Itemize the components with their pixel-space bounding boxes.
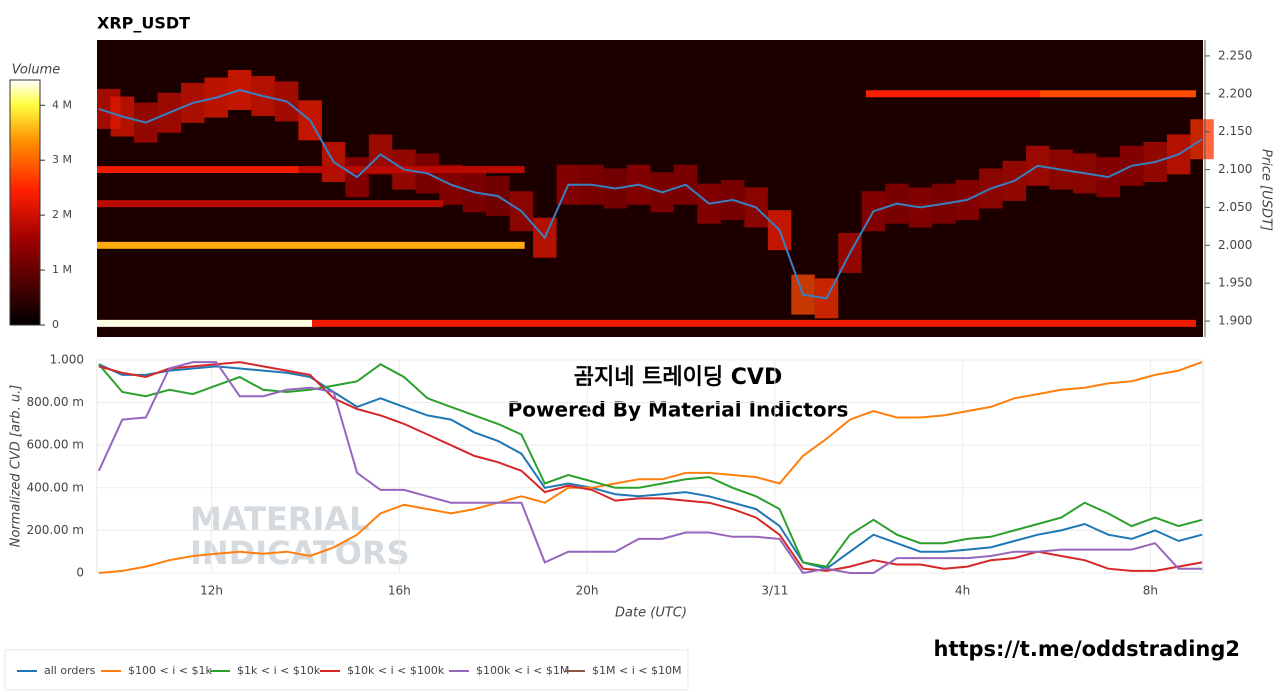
y-tick-label: 2.000	[1218, 238, 1252, 252]
liquidity-band	[865, 90, 1040, 98]
y-tick-label: 600.00 m	[27, 438, 85, 452]
colorbar-tick-label: 2 M	[52, 208, 72, 221]
cvd-plot-frame	[96, 359, 1204, 574]
x-tick-label: 16h	[388, 584, 411, 598]
chart-title: XRP_USDT	[97, 14, 190, 33]
cvd-line	[97, 361, 1203, 575]
colorbar	[9, 79, 41, 326]
liquidity-band	[97, 166, 299, 174]
x-axis-title: Date (UTC)	[615, 606, 687, 621]
y-tick-label: 200.00 m	[27, 523, 85, 537]
overlay-subtitle: Powered By Material Indictors	[508, 398, 849, 422]
colorbar-tick-label: 1 M	[52, 263, 72, 276]
colorbar-tick-label: 3 M	[52, 153, 72, 166]
y-tick-label: 1.900	[1218, 314, 1252, 328]
link: https://t.me/oddstrading2	[934, 637, 1241, 661]
x-tick-label: 20h	[576, 584, 599, 598]
y-tick-label: 800.00 m	[27, 395, 85, 409]
watermark: MATERIAL	[190, 500, 370, 538]
liquidity-band	[97, 241, 525, 249]
x-tick-label: 12h	[200, 584, 223, 598]
legend-label: $100 < i < $1k	[128, 664, 212, 677]
price-line	[98, 88, 1203, 300]
legend-label: all orders	[44, 664, 96, 677]
y-tick-label: 2.050	[1218, 200, 1252, 214]
y-axis-title: Price [USDT]	[1259, 149, 1274, 231]
y-tick-label: 1.950	[1218, 276, 1252, 290]
y-tick-label: 0	[76, 566, 84, 580]
x-tick-label: 4h	[955, 584, 970, 598]
colorbar-tick-label: 4 M	[52, 98, 72, 111]
legend-label: $1M < i < $10M	[592, 664, 681, 677]
legend-label: $100k < i < $1M	[476, 664, 569, 677]
y-tick-label: 1.000	[50, 353, 84, 367]
colorbar-tick-label: 0	[52, 318, 59, 331]
cvd-line	[98, 363, 1203, 570]
x-tick-label: 8h	[1143, 584, 1158, 598]
x-tick-label: 3/11	[761, 584, 788, 598]
cvd-line	[98, 361, 1203, 574]
liquidity-band	[312, 319, 1196, 327]
colorbar-title: Volume	[12, 63, 61, 78]
y-tick-label: 2.100	[1218, 162, 1252, 176]
y-axis-title: Normalized CVD [arb. u.]	[9, 385, 24, 548]
liquidity-band	[298, 166, 525, 174]
y-tick-label: 2.250	[1218, 48, 1252, 62]
legend-label: $10k < i < $100k	[347, 664, 445, 677]
cvd-line	[98, 361, 1203, 572]
legend-label: $1k < i < $10k	[237, 664, 321, 677]
liquidity-band	[97, 319, 313, 327]
y-tick-label: 2.200	[1218, 86, 1252, 100]
liquidity-band	[1039, 90, 1196, 98]
y-tick-label: 2.150	[1218, 124, 1252, 138]
liquidity-band	[97, 200, 443, 208]
y-tick-label: 400.00 m	[27, 480, 85, 494]
overlay-title: 곰지네 트레이딩 CVD	[574, 365, 782, 390]
